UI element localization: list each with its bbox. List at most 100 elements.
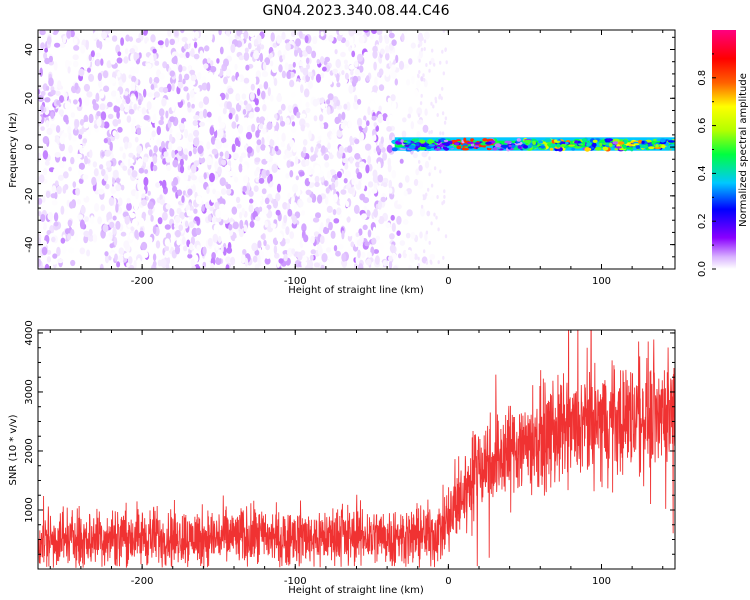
spectrogram-noise-cell xyxy=(141,199,148,207)
spectrogram-noise-cell xyxy=(86,91,93,98)
spectrogram-noise-cell xyxy=(354,153,361,160)
spectrogram-noise-cell xyxy=(92,161,98,168)
spectrogram-noise-cell xyxy=(291,121,296,127)
spectrogram-noise-cell xyxy=(215,243,219,251)
spectrogram-noise-cell xyxy=(396,230,401,236)
spectrogram-noise-cell xyxy=(95,52,101,58)
spectrogram-noise-cell xyxy=(42,195,46,203)
signal-band-cell xyxy=(540,145,545,149)
spectrogram-noise-cell xyxy=(386,125,392,132)
spectrogram-noise-cell xyxy=(219,203,226,210)
spectrogram-noise-cell xyxy=(55,125,61,133)
spectrogram-noise-cell xyxy=(420,47,424,52)
spectrogram-noise-cell xyxy=(109,243,114,249)
spectrogram-noise-cell xyxy=(243,117,249,126)
spectrogram-noise-cell xyxy=(124,104,130,111)
spectrogram-noise-cell xyxy=(331,146,337,156)
spectrogram-noise-cell xyxy=(306,197,313,203)
figure-title: GN04.2023.340.08.44.C46 xyxy=(263,3,450,19)
spectrogram-noise-cell xyxy=(371,237,377,245)
signal-band-cell xyxy=(510,144,516,149)
spectrogram-noise-cell xyxy=(444,234,448,239)
signal-band-cell xyxy=(667,140,675,143)
signal-band-cell xyxy=(655,144,659,148)
spectrogram-noise-cell xyxy=(211,148,218,155)
spectrogram-noise-cell xyxy=(319,56,325,65)
spectrogram-noise-cell xyxy=(242,108,247,115)
spectrogram-noise-cell xyxy=(382,260,388,267)
spectrogram-noise-cell xyxy=(410,121,414,130)
spectrogram-noise-cell xyxy=(77,169,83,176)
spectrogram-noise-cell xyxy=(382,182,388,188)
spectrogram-noise-cell xyxy=(59,135,65,145)
spectrogram-noise-cell xyxy=(70,229,75,237)
spectrogram-noise-cell xyxy=(286,160,291,169)
spectrogram-noise-cell xyxy=(276,94,283,103)
signal-band-cell xyxy=(456,139,461,142)
spectrogram-noise-cell xyxy=(351,50,356,58)
spectrogram-noise-cell xyxy=(294,81,301,89)
spectrogram-noise-cell xyxy=(341,152,346,160)
spectrogram-noise-cell xyxy=(380,136,384,144)
spectrogram-noise-cell xyxy=(40,214,46,222)
colorbar-label: Normalized spectral amplitude xyxy=(738,73,749,227)
spectrogram-noise-cell xyxy=(375,235,380,241)
spectrogram-noise-cell xyxy=(437,227,440,232)
spectrogram-noise-cell xyxy=(399,240,406,246)
spectrogram-noise-cell xyxy=(388,30,393,34)
spectrogram-noise-cell xyxy=(219,122,226,129)
spectrogram-noise-cell xyxy=(388,255,393,262)
spectrogram-noise-cell xyxy=(224,164,231,172)
spectrogram-noise-cell xyxy=(315,212,321,219)
spectrogram-noise-cell xyxy=(193,129,200,137)
spectrogram-noise-cell xyxy=(40,42,45,50)
spectrogram-noise-cell xyxy=(42,150,49,160)
spectrogram-noise-cell xyxy=(289,79,295,88)
spectrogram-noise-cell xyxy=(73,99,78,105)
spectrogram-noise-cell xyxy=(59,54,64,63)
spectrogram-noise-cell xyxy=(141,107,147,115)
spectrogram-noise-cell xyxy=(152,48,157,54)
spectrogram-noise-cell xyxy=(372,45,378,53)
spectrogram-noise-cell xyxy=(207,237,213,247)
spectrogram-noise-cell xyxy=(171,149,175,159)
spectrogram-noise-cell xyxy=(252,76,257,86)
spectrogram-noise-cell xyxy=(100,111,107,121)
spectrogram-noise-cell xyxy=(263,81,269,90)
spectrogram-noise-cell xyxy=(103,173,109,182)
spectrogram-noise-cell xyxy=(243,100,248,106)
spectrogram-noise-cell xyxy=(391,64,396,72)
spectrogram-noise-cell xyxy=(380,48,385,55)
spectrogram-noise-cell xyxy=(236,94,240,100)
spectrogram-noise-cell xyxy=(83,83,90,92)
spectrogram-noise-cell xyxy=(232,134,236,143)
spectrogram-noise-cell xyxy=(280,103,286,111)
spectrogram-noise-cell xyxy=(215,140,222,150)
spectrogram-noise-cell xyxy=(72,221,77,231)
spectrogram-noise-cell xyxy=(324,180,328,187)
spectrogram-noise-cell xyxy=(324,237,329,245)
spectrogram-noise-cell xyxy=(443,120,447,125)
spectrogram-noise-cell xyxy=(254,249,260,256)
spectrogram-noise-cell xyxy=(255,130,260,138)
spectrogram-noise-cell xyxy=(46,249,52,255)
spectrogram-noise-cell xyxy=(122,136,130,144)
spectrogram-noise-cell xyxy=(309,215,314,224)
spectrogram-noise-cell xyxy=(394,78,398,86)
spectrogram-noise-cell xyxy=(249,220,255,228)
spectrogram-noise-cell xyxy=(121,73,127,83)
spectrogram-noise-cell xyxy=(290,114,295,120)
spectrogram-noise-cell xyxy=(205,121,211,128)
spectrogram-noise-cell xyxy=(112,119,119,127)
spectrogram-noise-cell xyxy=(374,76,378,87)
spectrogram-noise-cell xyxy=(91,33,97,40)
spectrogram-noise-cell xyxy=(123,158,129,166)
spectrogram-noise-cell xyxy=(417,113,421,118)
signal-band-cell xyxy=(664,146,672,151)
spectrogram-noise-cell xyxy=(362,144,366,150)
spectrogram-noise-cell xyxy=(99,164,104,170)
spectrogram-noise-cell xyxy=(428,156,431,161)
spectrogram-noise-cell xyxy=(249,92,255,101)
spectrogram-noise-cell xyxy=(118,254,124,264)
spectrogram-noise-cell xyxy=(340,189,347,195)
